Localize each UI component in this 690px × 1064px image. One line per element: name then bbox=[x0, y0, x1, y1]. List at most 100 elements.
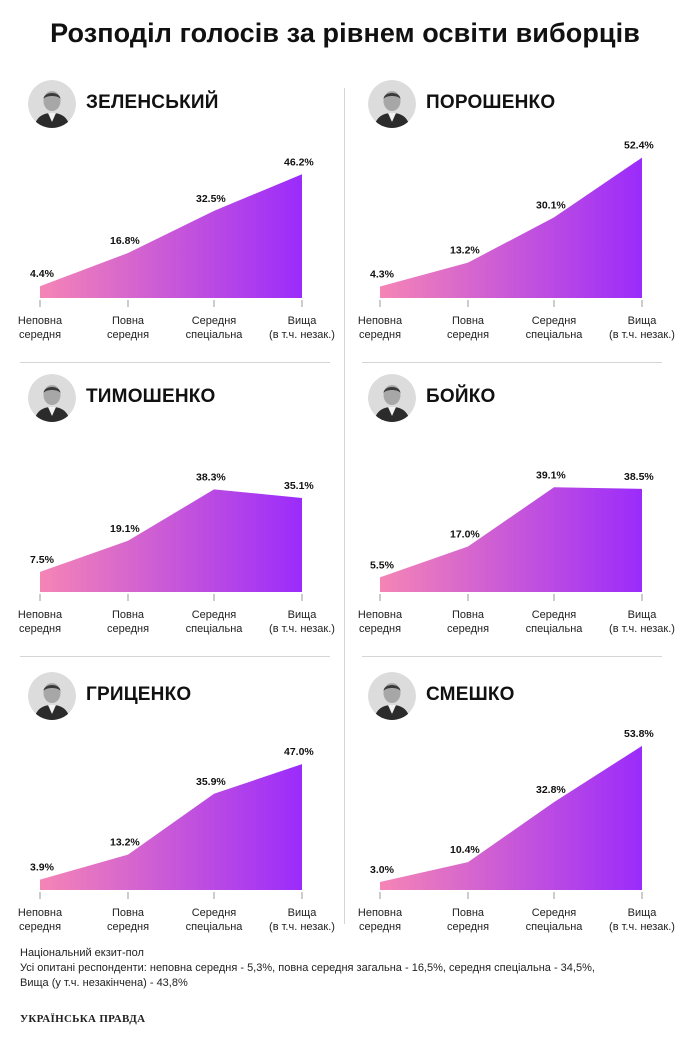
area-series bbox=[380, 157, 642, 298]
category-label: спеціальна bbox=[186, 623, 244, 635]
category-label: середня bbox=[359, 921, 401, 933]
portrait-hair bbox=[43, 685, 61, 691]
category-label: спеціальна bbox=[526, 623, 584, 635]
category-label: Вища bbox=[628, 609, 658, 621]
area-chart-svg: 5.5% 17.0% 39.1% 38.5% Неповна середня Повна се… bbox=[358, 469, 675, 635]
category-label: Вища bbox=[628, 315, 658, 327]
area-chart: 3.9% 13.2% 35.9% 47.0% Неповна середня Повна се… bbox=[0, 712, 340, 942]
area-series bbox=[380, 745, 642, 890]
candidate-photo bbox=[368, 672, 416, 720]
category-label: Неповна bbox=[358, 907, 403, 919]
value-label: 10.4% bbox=[450, 844, 480, 856]
value-label: 16.8% bbox=[110, 235, 140, 247]
area-chart-svg: 3.9% 13.2% 35.9% 47.0% Неповна середня Повна се… bbox=[18, 746, 335, 933]
panel-boiko: БОЙКО 5.5% 17.0% 39.1% 38.5% Неповна середня П… bbox=[340, 374, 680, 644]
value-label: 39.1% bbox=[536, 469, 566, 481]
category-label: Неповна bbox=[18, 315, 63, 327]
category-label: Середня bbox=[532, 907, 577, 919]
row-divider-2-right bbox=[362, 656, 662, 657]
footnote: Національний екзит-пол Усі опитані респо… bbox=[20, 946, 680, 991]
portrait-shirt bbox=[388, 407, 396, 416]
portrait-shirt bbox=[48, 407, 56, 416]
row-divider-1-right bbox=[362, 362, 662, 363]
category-label: Повна bbox=[112, 907, 145, 919]
category-label: Вища bbox=[288, 609, 318, 621]
category-label: Середня bbox=[532, 315, 577, 327]
category-label: Неповна bbox=[358, 609, 403, 621]
category-label: Вища bbox=[288, 907, 318, 919]
footnote-higher: Вища (у т.ч. незакінчена) - 43,8% bbox=[20, 977, 188, 989]
category-label: середня bbox=[447, 921, 489, 933]
panel-smeshko: СМЕШКО 3.0% 10.4% 32.8% 53.8% Неповна середня… bbox=[340, 672, 680, 942]
panel-hrytsenko: ГРИЦЕНКО 3.9% 13.2% 35.9% 47.0% Неповна серед… bbox=[0, 672, 340, 942]
candidate-photo bbox=[28, 80, 76, 128]
category-label: (в т.ч. незак.) bbox=[269, 623, 335, 635]
portrait-shirt bbox=[48, 113, 56, 122]
category-label: Повна bbox=[112, 315, 145, 327]
value-label: 53.8% bbox=[624, 728, 654, 740]
category-label: спеціальна bbox=[526, 329, 584, 341]
area-series bbox=[380, 487, 642, 592]
portrait-icon bbox=[368, 672, 416, 720]
portrait-hair bbox=[383, 387, 401, 393]
value-label: 4.4% bbox=[30, 268, 55, 280]
value-label: 3.0% bbox=[370, 864, 395, 876]
category-label: середня bbox=[447, 329, 489, 341]
footnote-source: Національний екзит-пол bbox=[20, 947, 144, 959]
category-label: Вища bbox=[288, 315, 318, 327]
value-label: 38.3% bbox=[196, 471, 226, 483]
area-chart: 5.5% 17.0% 39.1% 38.5% Неповна середня Повна се… bbox=[340, 414, 680, 644]
category-label: Середня bbox=[192, 609, 237, 621]
candidate-photo bbox=[368, 374, 416, 422]
portrait-shirt bbox=[48, 705, 56, 714]
value-label: 32.5% bbox=[196, 193, 226, 205]
category-label: Повна bbox=[112, 609, 145, 621]
value-label: 30.1% bbox=[536, 199, 566, 211]
portrait-hair bbox=[43, 93, 61, 99]
area-chart-svg: 3.0% 10.4% 32.8% 53.8% Неповна середня Повна се… bbox=[358, 728, 675, 933]
category-label: (в т.ч. незак.) bbox=[269, 329, 335, 341]
area-chart: 4.3% 13.2% 30.1% 52.4% Неповна середня Повна се… bbox=[340, 120, 680, 350]
footnote-respondents: Усі опитані респонденти: неповна середня… bbox=[20, 962, 595, 974]
area-chart-svg: 4.3% 13.2% 30.1% 52.4% Неповна середня Повна се… bbox=[358, 140, 675, 341]
category-label: спеціальна bbox=[526, 921, 584, 933]
category-label: середня bbox=[19, 329, 61, 341]
value-label: 46.2% bbox=[284, 156, 314, 168]
value-label: 35.9% bbox=[196, 776, 226, 788]
value-label: 7.5% bbox=[30, 554, 55, 566]
area-series bbox=[40, 489, 302, 592]
category-label: (в т.ч. незак.) bbox=[609, 921, 675, 933]
category-label: Повна bbox=[452, 907, 485, 919]
candidate-photo bbox=[28, 374, 76, 422]
category-label: Неповна bbox=[358, 315, 403, 327]
category-label: Повна bbox=[452, 609, 485, 621]
candidate-name: СМЕШКО bbox=[426, 684, 515, 705]
value-label: 13.2% bbox=[110, 837, 140, 849]
candidate-name: ПОРОШЕНКО bbox=[426, 92, 556, 113]
area-chart-svg: 4.4% 16.8% 32.5% 46.2% Неповна середня Повна се… bbox=[18, 156, 335, 341]
category-label: Неповна bbox=[18, 609, 63, 621]
area-series bbox=[40, 174, 302, 298]
candidate-photo bbox=[28, 672, 76, 720]
value-label: 13.2% bbox=[450, 245, 480, 257]
category-label: спеціальна bbox=[186, 921, 244, 933]
area-chart: 4.4% 16.8% 32.5% 46.2% Неповна середня Повна се… bbox=[0, 120, 340, 350]
category-label: середня bbox=[107, 921, 149, 933]
portrait-icon bbox=[28, 672, 76, 720]
portrait-icon bbox=[368, 80, 416, 128]
panel-poroshenko: ПОРОШЕНКО 4.3% 13.2% 30.1% 52.4% Неповна сере… bbox=[340, 80, 680, 350]
portrait-shirt bbox=[388, 705, 396, 714]
category-label: Середня bbox=[192, 907, 237, 919]
category-label: Повна bbox=[452, 315, 485, 327]
category-label: Середня bbox=[532, 609, 577, 621]
category-label: (в т.ч. незак.) bbox=[269, 921, 335, 933]
candidate-name: ТИМОШЕНКО bbox=[86, 386, 216, 407]
row-divider-1 bbox=[20, 362, 330, 363]
vertical-divider bbox=[344, 88, 345, 924]
area-chart: 7.5% 19.1% 38.3% 35.1% Неповна середня Повна се… bbox=[0, 414, 340, 644]
candidate-name: БОЙКО bbox=[426, 386, 496, 407]
value-label: 17.0% bbox=[450, 528, 480, 540]
value-label: 5.5% bbox=[370, 559, 395, 571]
panel-zelenskyi: ЗЕЛЕНСЬКИЙ 4.4% 16.8% 32.5% 46.2% Неповна сер… bbox=[0, 80, 340, 350]
candidate-photo bbox=[368, 80, 416, 128]
